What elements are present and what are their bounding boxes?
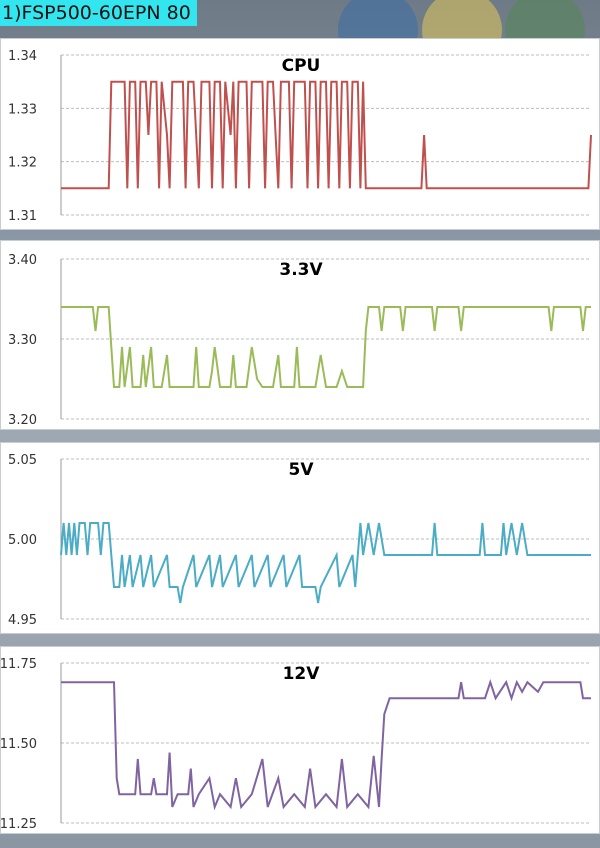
v12-voltage-series-line — [61, 679, 591, 811]
cpu-voltage-panel: 1.31 1.32 1.33 1.34 CPU — [0, 38, 600, 230]
v5-voltage-chart: 4.95 5.00 5.05 — [8, 453, 591, 628]
v5-y-tick-label: 5.05 — [8, 453, 37, 468]
v33-y-tick-label: 3.40 — [8, 253, 37, 268]
cpu-y-tick-label: 1.34 — [8, 49, 37, 64]
v33-y-tick-label: 3.20 — [8, 413, 37, 428]
v33-voltage-panel: 3.20 3.30 3.40 3.3V — [0, 240, 600, 430]
v12-chart-title: 12V — [282, 664, 320, 684]
v33-chart-title: 3.3V — [279, 260, 323, 280]
v5-voltage-panel: 4.95 5.00 5.05 5V — [0, 442, 600, 634]
v12-y-tick-label: 11.25 — [1, 817, 37, 832]
v12-y-tick-label: 11.50 — [1, 737, 37, 752]
v5-voltage-series-line — [60, 522, 591, 604]
cpu-voltage-chart: 1.31 1.32 1.33 1.34 — [8, 49, 592, 224]
cpu-y-tick-label: 1.31 — [8, 209, 37, 224]
cpu-voltage-series-line — [61, 80, 592, 190]
v5-chart-title: 5V — [288, 460, 314, 480]
v12-voltage-chart: 11.25 11.50 11.75 — [1, 657, 591, 832]
v33-y-tick-label: 3.30 — [8, 333, 37, 348]
v5-y-tick-label: 5.00 — [8, 533, 37, 548]
v33-voltage-chart: 3.20 3.30 3.40 — [8, 253, 591, 428]
cpu-y-tick-label: 1.32 — [8, 156, 37, 171]
v33-voltage-series-line — [61, 306, 591, 388]
v12-voltage-panel: 11.25 11.50 11.75 12V — [0, 646, 600, 834]
psu-model-label: 1)FSP500-60EPN 80 — [0, 0, 197, 26]
v5-y-tick-label: 4.95 — [8, 613, 37, 628]
cpu-y-tick-label: 1.33 — [8, 102, 37, 117]
cpu-chart-title: CPU — [281, 56, 321, 76]
v12-y-tick-label: 11.75 — [1, 657, 37, 672]
